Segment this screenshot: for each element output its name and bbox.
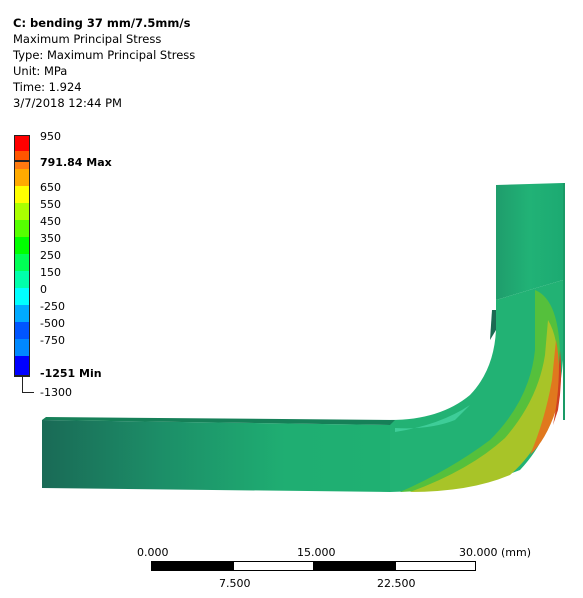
legend-label: 550 (40, 198, 61, 211)
legend-min-pointer-tick (22, 392, 34, 393)
legend-label: 450 (40, 215, 61, 228)
result-unit: Unit: MPa (13, 64, 68, 78)
legend-swatch (14, 305, 30, 322)
legend-swatch (14, 151, 30, 161)
legend-swatch (14, 203, 30, 220)
legend-swatch (14, 271, 30, 288)
horizontal-arm-top-edge (42, 417, 395, 425)
legend-swatch (14, 237, 30, 254)
result-title: C: bending 37 mm/7.5mm/s (13, 16, 191, 30)
legend-label-min: -1251 Min (40, 367, 102, 380)
legend-swatch (14, 135, 30, 151)
legend-swatch (14, 322, 30, 339)
legend-label: 0 (40, 283, 47, 296)
legend-label: 350 (40, 232, 61, 245)
legend-swatch (14, 288, 30, 305)
legend-min-marker (14, 375, 30, 377)
legend-swatch (14, 220, 30, 237)
vertical-arm-side (563, 183, 565, 420)
legend-min-pointer (22, 377, 23, 392)
result-info-panel: C: bending 37 mm/7.5mm/s Maximum Princip… (13, 15, 195, 111)
vertical-arm-shadow (490, 310, 497, 340)
stress-band-yellow (410, 320, 559, 492)
legend-swatch (14, 169, 30, 186)
legend-label: 250 (40, 249, 61, 262)
vertical-arm (496, 183, 563, 300)
stress-band-orange (530, 340, 559, 455)
legend-swatch (14, 339, 30, 356)
stress-band-red-edge (553, 350, 562, 425)
legend-label: -750 (40, 334, 65, 347)
result-date: 3/7/2018 12:44 PM (13, 96, 122, 110)
horizontal-arm (42, 420, 390, 492)
legend-swatch (14, 186, 30, 203)
legend-label: -500 (40, 317, 65, 330)
result-time: Time: 1.924 (13, 80, 82, 94)
result-type: Type: Maximum Principal Stress (13, 48, 196, 62)
bend-highlight (395, 405, 470, 432)
legend-swatch (14, 162, 30, 169)
legend-label: -250 (40, 300, 65, 313)
legend-label: -1300 (40, 386, 72, 399)
legend-label: 150 (40, 266, 61, 279)
legend-label: 950 (40, 130, 61, 143)
legend-max-marker (14, 160, 30, 162)
legend-label: 650 (40, 181, 61, 194)
result-name: Maximum Principal Stress (13, 32, 162, 46)
contour-legend[interactable]: 950 791.84 Max 650 550 450 350 250 150 0… (0, 0, 140, 420)
legend-label-max: 791.84 Max (40, 156, 112, 169)
legend-swatch (14, 254, 30, 271)
